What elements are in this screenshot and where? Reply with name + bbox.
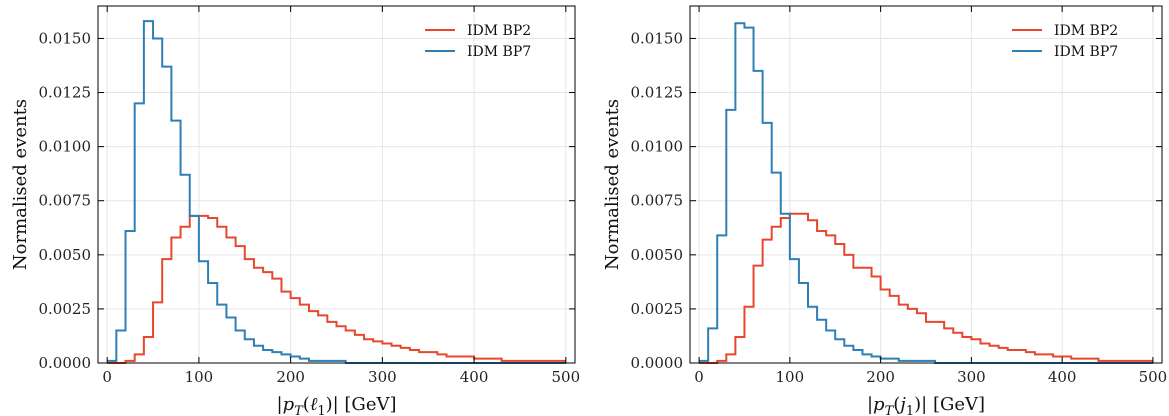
legend-label: IDM BP2 (467, 23, 531, 39)
x-tick-label: 400 (460, 368, 489, 386)
x-tick-label: 0 (102, 368, 112, 386)
legend-label: IDM BP7 (1054, 44, 1118, 60)
y-tick-label: 0.0075 (39, 192, 92, 210)
plot-frame (689, 5, 1163, 364)
y-axis-label: Normalised events (10, 99, 31, 270)
x-axis-label: |pT(j1)| [GeV] (867, 394, 985, 416)
x-tick-label: 0 (694, 368, 704, 386)
y-tick-label: 0.0150 (631, 29, 684, 47)
left-chart-panel: 0 100 200 300 400 500 0.0000 0.0025 0.0050 0.0075… (10, 5, 581, 416)
x-tick-label: 200 (276, 368, 305, 386)
legend: IDM BP2 IDM BP7 (1012, 23, 1118, 60)
x-tick-label: 300 (957, 368, 986, 386)
y-tick-label: 0.0125 (39, 84, 92, 102)
plot-frame (97, 5, 576, 364)
x-tick-label: 300 (368, 368, 397, 386)
right-chart-panel: 0 100 200 300 400 500 0.0000 0.0025 0.0050 0.0075… (602, 5, 1168, 416)
y-tick-label: 0.0125 (631, 84, 684, 102)
series-line-idm-bp2 (107, 214, 566, 364)
y-tick-label: 0.0050 (39, 246, 92, 264)
x-tick-label: 100 (185, 368, 214, 386)
x-tick-label: 500 (552, 368, 581, 386)
series-line-idm-bp7 (107, 20, 566, 364)
x-axis-label: |pT(ℓ1)| [GeV] (277, 394, 397, 416)
y-tick-label: 0.0025 (39, 300, 92, 318)
x-tick-label: 400 (1048, 368, 1077, 386)
y-tick-label: 0.0075 (631, 192, 684, 210)
x-tick-label: 100 (776, 368, 805, 386)
x-tick-label: 500 (1139, 368, 1168, 386)
series-line-idm-bp2 (699, 212, 1153, 364)
y-tick-label: 0.0000 (39, 354, 92, 372)
y-tick-label: 0.0050 (631, 246, 684, 264)
y-tick-label: 0.0100 (39, 138, 92, 156)
legend: IDM BP2 IDM BP7 (425, 23, 531, 60)
legend-label: IDM BP2 (1054, 23, 1118, 39)
legend-label: IDM BP7 (467, 44, 531, 60)
y-tick-label: 0.0150 (39, 29, 92, 47)
y-tick-label: 0.0000 (631, 354, 684, 372)
y-axis-label: Normalised events (602, 99, 623, 270)
y-tick-label: 0.0025 (631, 300, 684, 318)
y-tick-label: 0.0100 (631, 138, 684, 156)
series-line-idm-bp7 (699, 22, 1153, 364)
x-tick-label: 200 (866, 368, 895, 386)
